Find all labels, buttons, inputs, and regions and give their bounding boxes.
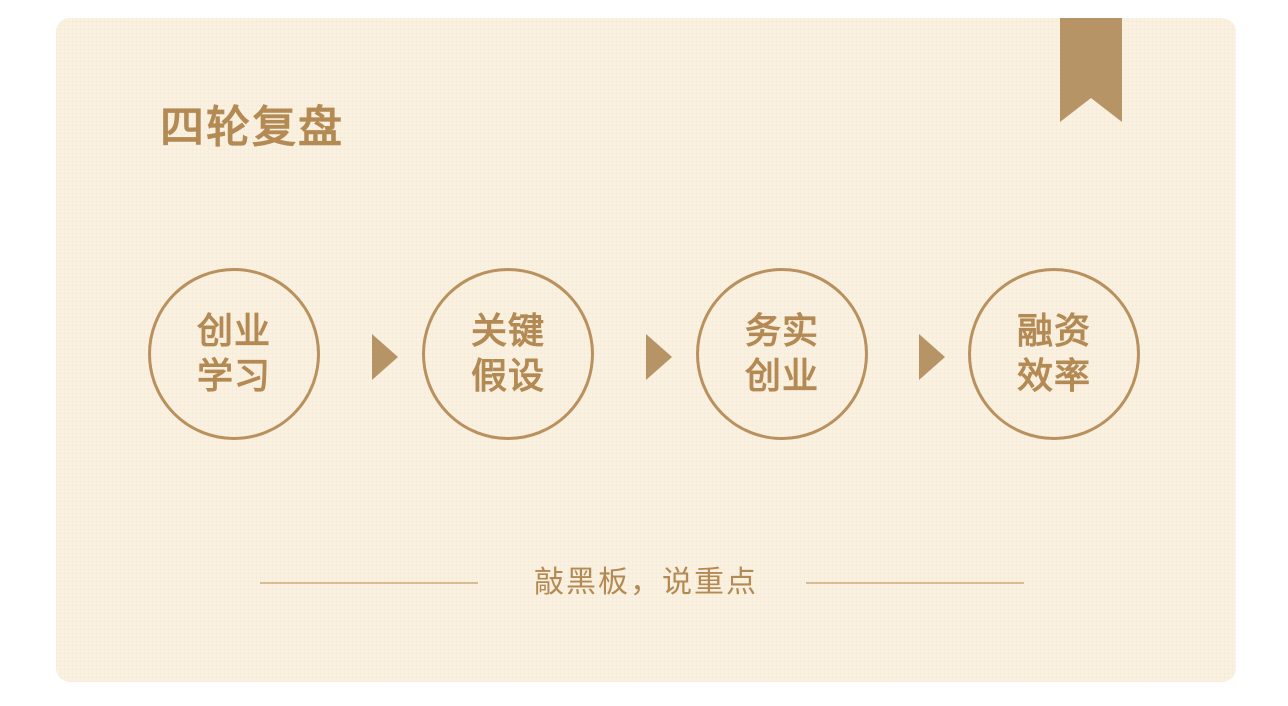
step-circle-4: 融资 效率	[968, 268, 1140, 440]
footer-caption: 敲黑板，说重点	[534, 565, 758, 600]
step-1-line-2: 学习	[196, 356, 271, 397]
bookmark-icon	[1060, 18, 1122, 122]
footer-divider-right	[806, 582, 1024, 584]
step-circle-3: 务实 创业	[696, 268, 868, 440]
arrow-right-icon	[919, 334, 945, 380]
step-3-line-2: 创业	[744, 356, 819, 397]
review-card: 四轮复盘 创业 学习 关键 假设 务实 创业 融资 效率 敲黑板，说重点	[56, 18, 1236, 682]
step-4-line-1: 融资	[1016, 311, 1091, 352]
step-4-line-2: 效率	[1016, 356, 1091, 397]
step-circle-1: 创业 学习	[148, 268, 320, 440]
step-2-line-2: 假设	[470, 356, 545, 397]
step-circle-2: 关键 假设	[422, 268, 594, 440]
arrow-right-icon	[646, 334, 672, 380]
step-3-line-1: 务实	[744, 311, 819, 352]
arrow-right-icon	[372, 334, 398, 380]
step-2-line-1: 关键	[470, 311, 545, 352]
page-title: 四轮复盘	[160, 102, 344, 153]
footer-divider-left	[260, 582, 478, 584]
step-1-line-1: 创业	[196, 311, 271, 352]
